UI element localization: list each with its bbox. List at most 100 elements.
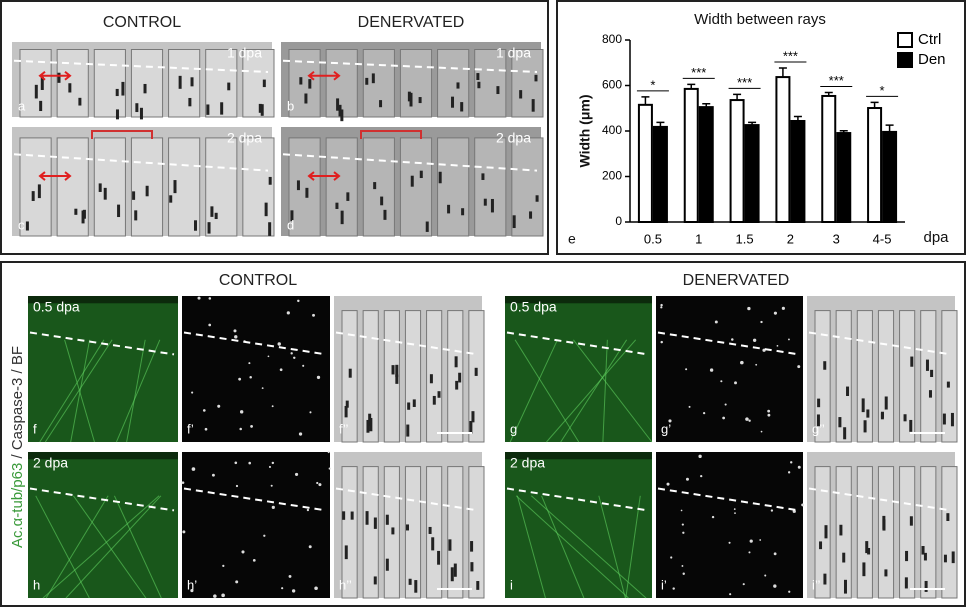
panel-letter: i bbox=[510, 577, 513, 592]
bar bbox=[821, 94, 837, 223]
pigment bbox=[519, 90, 523, 99]
error-bar bbox=[687, 83, 696, 89]
ray bbox=[835, 466, 852, 599]
bar bbox=[744, 124, 760, 223]
speck bbox=[314, 586, 318, 591]
pigment bbox=[344, 545, 348, 560]
panel-frame bbox=[556, 0, 966, 255]
axon bbox=[64, 339, 95, 443]
tissue bbox=[505, 459, 652, 598]
pigment bbox=[437, 391, 441, 398]
error-bar bbox=[656, 121, 665, 127]
pigment bbox=[345, 400, 349, 408]
speck bbox=[767, 413, 771, 417]
pigment bbox=[469, 421, 473, 434]
pigment bbox=[946, 381, 950, 388]
panel-letter: g bbox=[510, 421, 517, 436]
pigment bbox=[338, 104, 342, 117]
pigment bbox=[115, 88, 119, 97]
speck bbox=[749, 539, 753, 543]
x-tick-label: 1 bbox=[695, 231, 702, 246]
pigment bbox=[437, 550, 441, 565]
legend-label: Ctrl bbox=[918, 31, 941, 48]
amputation-line bbox=[29, 487, 175, 512]
y-axis-label: Width (μm) bbox=[577, 95, 593, 168]
pigment bbox=[115, 109, 119, 120]
speck bbox=[238, 377, 242, 381]
ray bbox=[205, 137, 238, 237]
pigment bbox=[861, 398, 865, 413]
micrograph bbox=[656, 452, 803, 598]
x-tick-label: 3 bbox=[833, 231, 840, 246]
pigment bbox=[380, 196, 384, 206]
speck bbox=[309, 411, 312, 414]
ray bbox=[426, 310, 443, 443]
speck bbox=[291, 589, 296, 593]
pigment bbox=[942, 413, 946, 425]
pigment bbox=[143, 83, 147, 94]
speck bbox=[660, 340, 663, 344]
speck bbox=[790, 461, 793, 464]
axon bbox=[598, 495, 626, 599]
bracket bbox=[91, 130, 153, 139]
pigment bbox=[220, 102, 224, 115]
speck bbox=[290, 352, 293, 355]
ray bbox=[447, 310, 464, 443]
ray bbox=[468, 466, 485, 599]
pigment bbox=[40, 76, 44, 90]
pigment bbox=[461, 208, 465, 216]
speck bbox=[728, 541, 731, 544]
ray bbox=[93, 49, 126, 118]
speck bbox=[724, 403, 727, 406]
bar bbox=[867, 107, 883, 223]
speck bbox=[745, 417, 749, 421]
axon bbox=[541, 495, 585, 599]
pigment bbox=[178, 75, 182, 89]
speck bbox=[302, 364, 305, 367]
speck bbox=[222, 564, 225, 568]
pigment bbox=[414, 580, 418, 593]
pigment bbox=[880, 412, 884, 420]
pigment bbox=[905, 550, 909, 562]
speck bbox=[233, 329, 237, 333]
pigment bbox=[132, 191, 136, 200]
pigment bbox=[98, 183, 102, 192]
ray bbox=[814, 466, 831, 599]
speck bbox=[286, 311, 290, 315]
x-tick-label: 0.5 bbox=[644, 231, 662, 246]
speck bbox=[239, 410, 244, 414]
pigment bbox=[496, 86, 500, 95]
pigment bbox=[950, 412, 954, 427]
pigment bbox=[290, 210, 294, 222]
ray bbox=[856, 310, 873, 443]
pigment bbox=[909, 516, 913, 526]
amputation-line bbox=[282, 59, 538, 73]
arrow bbox=[307, 171, 341, 181]
bracket bbox=[360, 130, 422, 139]
ray bbox=[404, 466, 422, 599]
ray bbox=[168, 49, 201, 118]
ray bbox=[242, 49, 275, 118]
pigment bbox=[395, 374, 399, 384]
axon bbox=[126, 339, 146, 443]
speck bbox=[316, 481, 319, 485]
pigment bbox=[78, 97, 82, 106]
axon bbox=[73, 495, 147, 599]
pigment bbox=[842, 552, 846, 563]
ray bbox=[404, 310, 422, 443]
error-bar bbox=[733, 93, 742, 101]
pigment bbox=[25, 221, 29, 231]
pigment bbox=[458, 372, 462, 383]
speck bbox=[685, 477, 689, 481]
ray bbox=[447, 466, 464, 599]
pigment bbox=[145, 185, 149, 197]
pigment bbox=[471, 411, 475, 423]
pigment bbox=[173, 180, 177, 194]
speck bbox=[668, 419, 672, 423]
speck bbox=[776, 344, 779, 347]
panel-letter: g’ bbox=[661, 421, 671, 436]
pigment bbox=[884, 396, 888, 410]
ray bbox=[362, 310, 379, 443]
pigment bbox=[456, 82, 460, 89]
amputation-line bbox=[29, 331, 175, 356]
